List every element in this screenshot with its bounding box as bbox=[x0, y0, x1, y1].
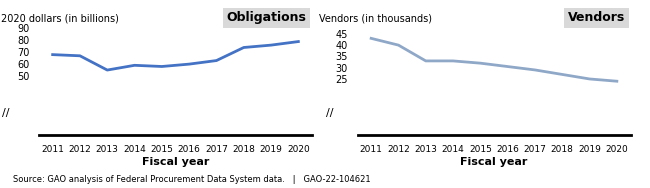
Text: //: // bbox=[326, 108, 334, 118]
Text: 2020 dollars (in billions): 2020 dollars (in billions) bbox=[1, 14, 119, 24]
X-axis label: Fiscal year: Fiscal year bbox=[460, 157, 528, 167]
Text: Vendors: Vendors bbox=[568, 11, 625, 24]
Text: Source: GAO analysis of Federal Procurement Data System data.   |   GAO-22-10462: Source: GAO analysis of Federal Procurem… bbox=[13, 175, 370, 184]
Text: Vendors (in thousands): Vendors (in thousands) bbox=[319, 14, 432, 24]
Text: Obligations: Obligations bbox=[227, 11, 307, 24]
Text: //: // bbox=[3, 108, 10, 118]
X-axis label: Fiscal year: Fiscal year bbox=[142, 157, 209, 167]
